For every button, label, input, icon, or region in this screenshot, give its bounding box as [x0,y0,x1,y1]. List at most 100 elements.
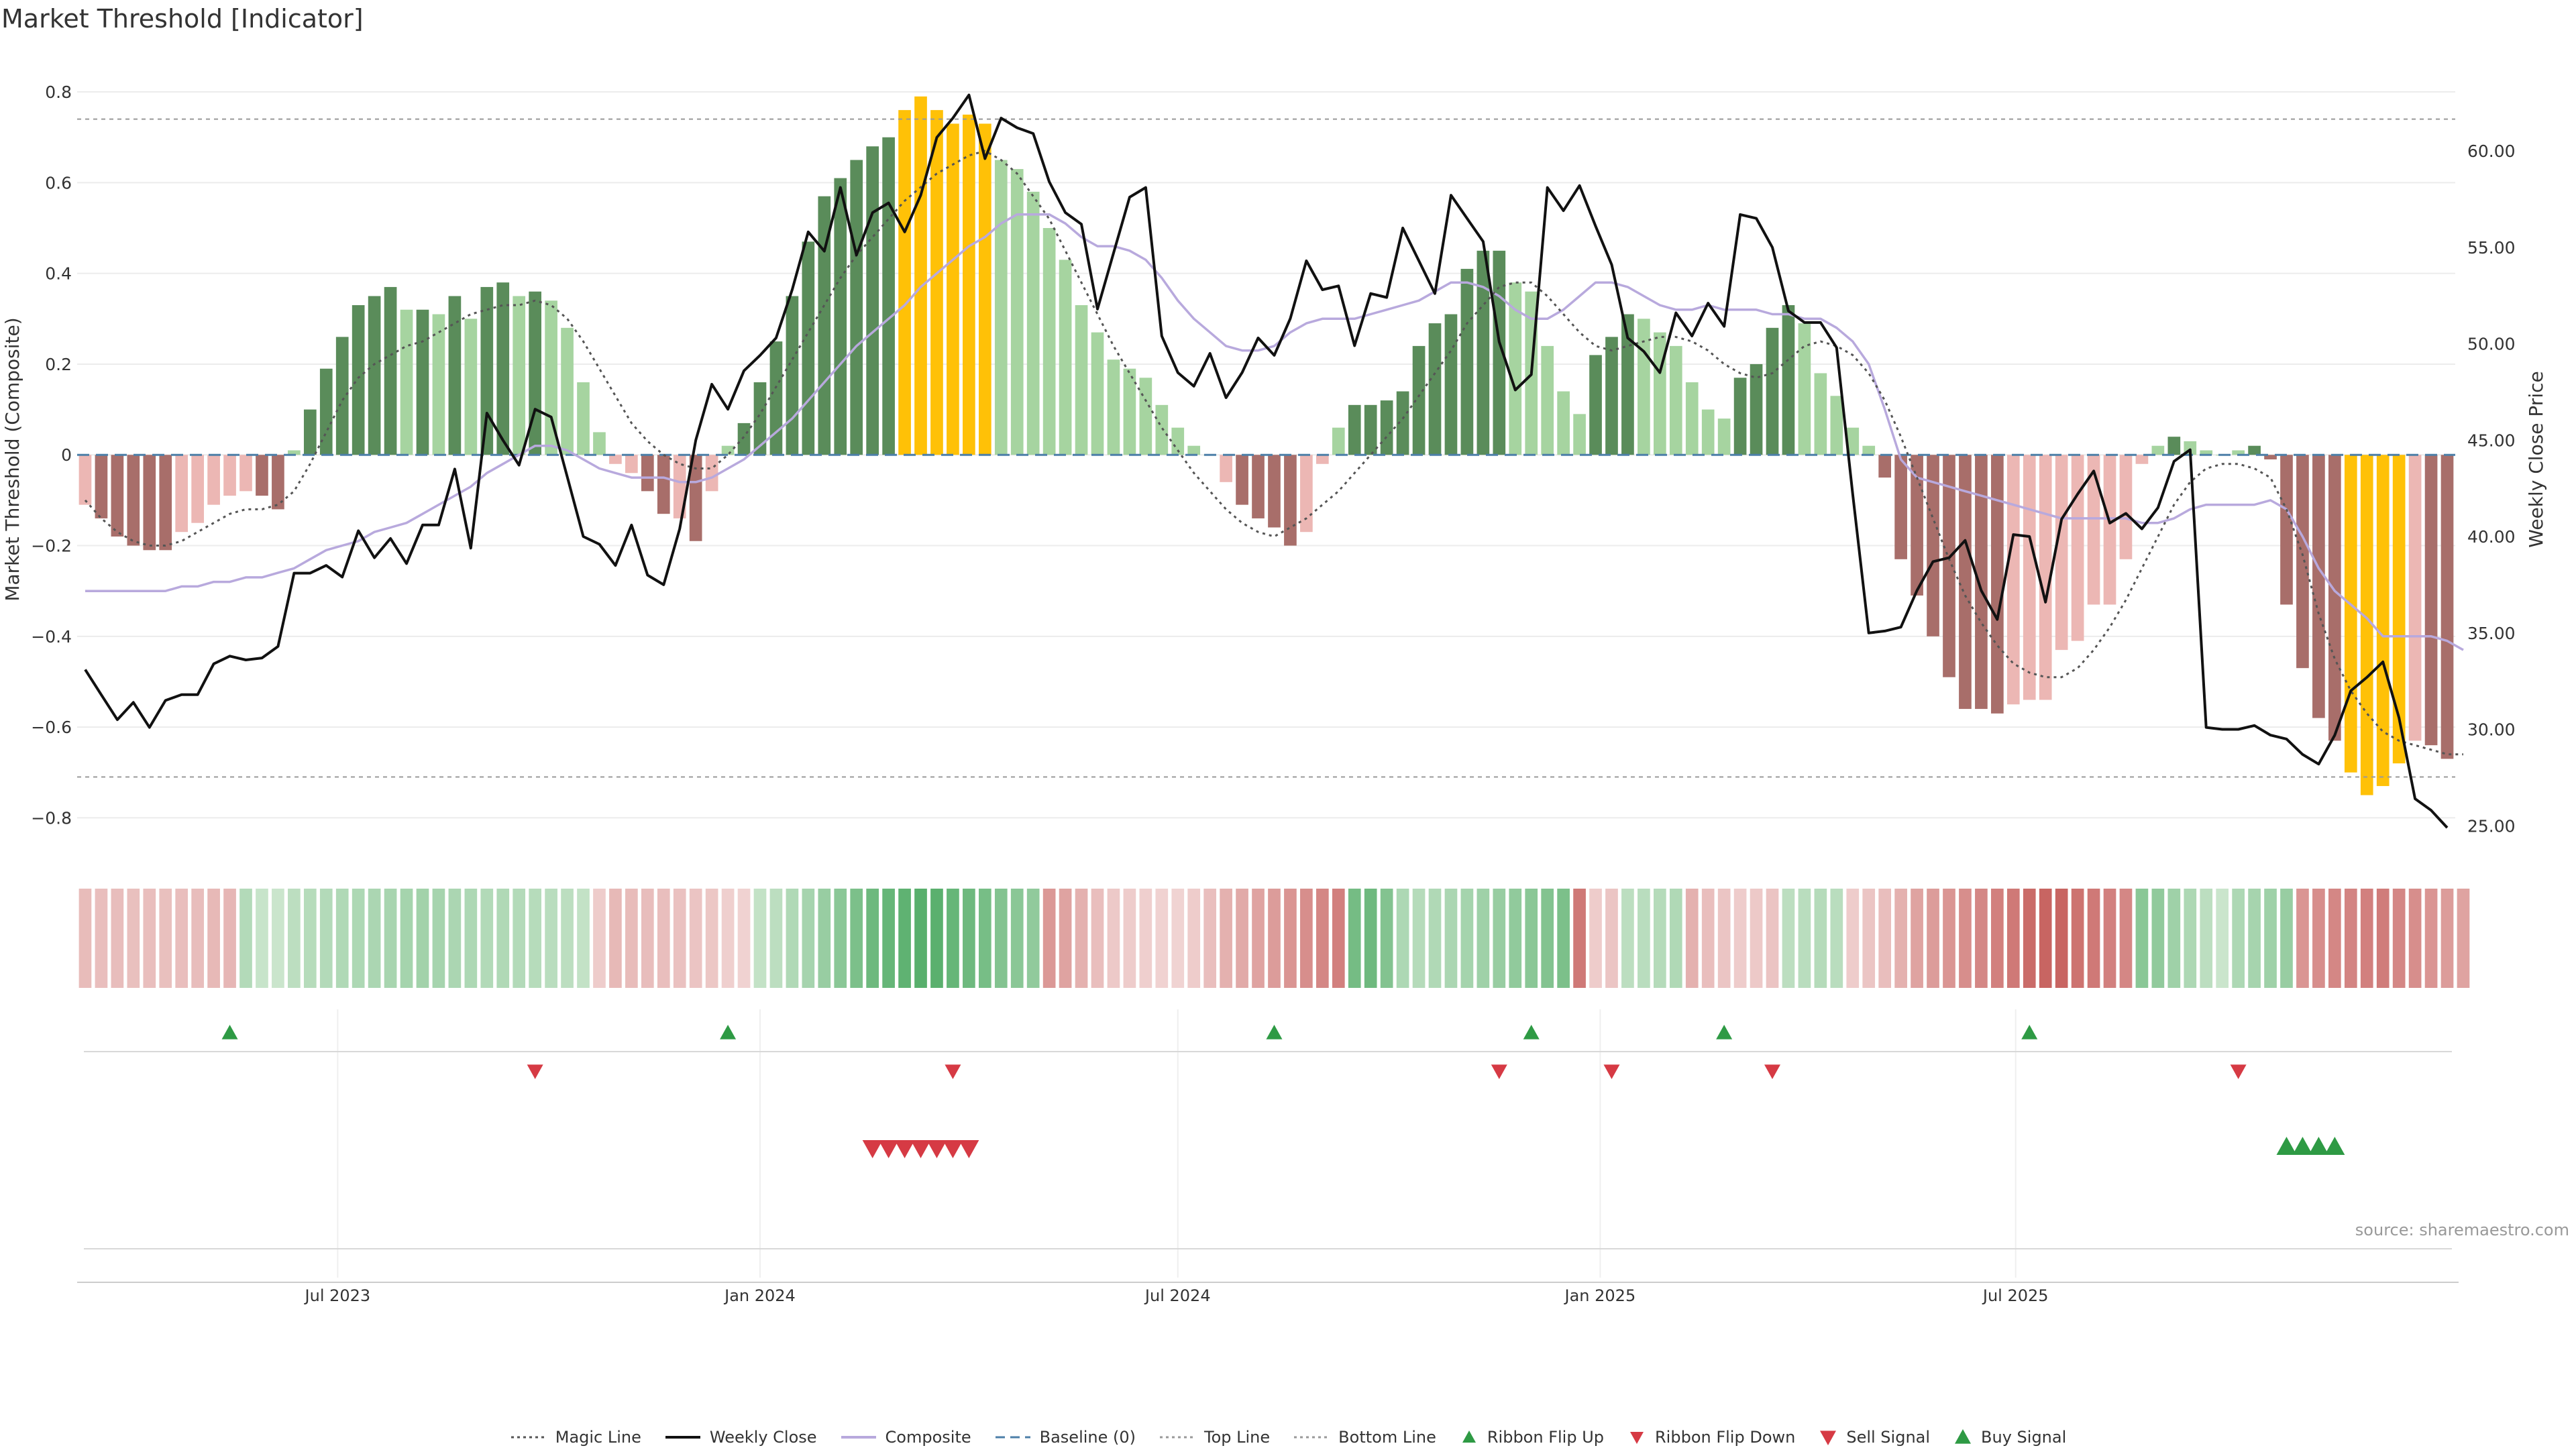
y-tick-label: −0.6 [31,718,72,737]
y-tick-label: 0.4 [45,264,72,284]
legend-label: Ribbon Flip Up [1487,1428,1604,1447]
threshold-bar [111,455,124,537]
threshold-bar [769,341,783,455]
ribbon-cell [914,889,927,988]
ribbon-cell [2296,889,2309,988]
ribbon-cell [191,889,204,988]
threshold-bar [1444,314,1458,455]
ribbon-cell [786,889,799,988]
ribbon-cell [898,889,911,988]
ribbon-cell [529,889,541,988]
ribbon-cell [1669,889,1682,988]
ribbon-cell [1782,889,1795,988]
y-tick-label: 0.6 [45,173,72,192]
legend: Magic Line Weekly Close Composite Baseline … [0,1420,2576,1454]
threshold-bar [2039,455,2052,700]
y-tick-label: −0.4 [31,627,72,647]
ribbon-cell [2103,889,2116,988]
threshold-bar [223,455,236,496]
threshold-bar [272,455,284,510]
threshold-bar [2408,455,2422,741]
ribbon-cell [2184,889,2197,988]
threshold-bar [1798,323,1811,455]
ribbon-cell [753,889,767,988]
threshold-bar [78,455,92,505]
ribbon-cell [1878,889,1892,988]
ribbon-cell [2440,889,2454,988]
sell-signal-marker [943,1140,963,1158]
threshold-bar [818,196,831,455]
ribbon-cell [2151,889,2165,988]
ribbon-cell [2087,889,2100,988]
ribbon-flip-down-marker [1491,1064,1507,1079]
threshold-bar [1894,455,1907,559]
threshold-bar [1493,250,1506,455]
ribbon-cell [223,889,236,988]
ribbon-flip-up-marker [1716,1025,1733,1040]
ribbon-cell [513,889,526,988]
y-tick-label: 0.8 [45,82,72,102]
threshold-bar [577,382,590,455]
ribbon-cell [1701,889,1715,988]
y-axis-title: Market Threshold (Composite) [1,317,23,601]
x-tick-label: Jul 2025 [1982,1286,2049,1305]
threshold-bar [1701,409,1715,455]
buy-signal-marker [2308,1137,2329,1155]
legend-item: Ribbon Flip Up [1459,1427,1604,1447]
threshold-bar [1975,455,1988,710]
ribbon-flip-down-marker [527,1064,543,1079]
ribbon-cell [78,889,92,988]
ribbon-cell [1798,889,1811,988]
threshold-bar [2006,455,2020,705]
ribbon-cell [1203,889,1217,988]
ribbon-cell [1589,889,1602,988]
legend-swatch [841,1436,876,1439]
ribbon-cell [175,889,189,988]
threshold-bar [416,309,429,455]
threshold-bar [288,450,301,455]
threshold-bar [1042,228,1056,455]
threshold-bar [641,455,654,492]
ribbon-strip [78,889,2470,988]
threshold-bar [384,286,397,455]
ribbon-cell [1236,889,1248,988]
threshold-bar [1750,364,1763,455]
ribbon-cell [1155,889,1169,988]
y2-tick-label: 55.00 [2467,238,2516,258]
threshold-bar [1814,373,1827,455]
threshold-bar [1878,455,1892,478]
source-note: source: sharemaestro.com [2355,1221,2569,1239]
legend-item: Top Line [1159,1427,1270,1447]
y2-tick-label: 50.00 [2467,335,2516,354]
legend-swatch [995,1436,1030,1439]
threshold-bar [673,455,686,518]
ribbon-cell [1846,889,1860,988]
ribbon-flip-up-marker [221,1025,238,1040]
sell-signal-marker [894,1140,915,1158]
sell-signal-marker [878,1140,899,1158]
sell-signal-marker [926,1140,947,1158]
ribbon-cell [400,889,413,988]
threshold-bar [1139,378,1152,455]
ribbon-flip-up-marker [1523,1025,1540,1040]
ribbon-cell [1477,889,1490,988]
ribbon-cell [1380,889,1393,988]
ribbon-cell [1139,889,1152,988]
threshold-bar [1589,355,1602,455]
threshold-bar [1669,345,1682,455]
threshold-bar [1911,455,1923,596]
ribbon-cell [496,889,510,988]
legend-item: Magic Line [510,1427,641,1447]
threshold-bar [529,291,541,455]
legend-label: Buy Signal [1981,1428,2067,1447]
threshold-bar [1364,404,1377,455]
legend-swatch [1955,1429,1972,1444]
ribbon-cell [625,889,638,988]
signal-markers [77,1025,2459,1283]
threshold-bar [609,455,622,464]
ribbon-cell [1525,889,1538,988]
x-tick-label: Jan 2024 [723,1286,796,1305]
threshold-bar [737,423,751,455]
ribbon-cell [1026,889,1040,988]
threshold-bar [1943,455,1955,677]
